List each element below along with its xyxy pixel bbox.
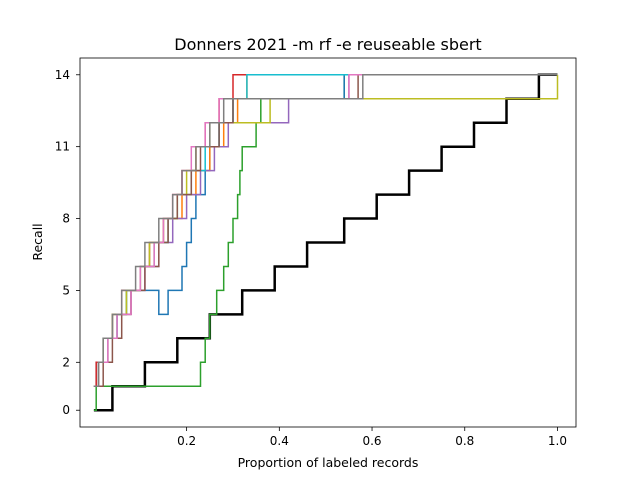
y-axis-label: Recall: [30, 223, 45, 260]
x-tick-label: 0.4: [270, 434, 289, 448]
x-tick-label: 0.2: [177, 434, 196, 448]
x-tick-label: 0.6: [362, 434, 381, 448]
y-tick-label: 2: [62, 355, 70, 369]
y-tick-label: 8: [62, 212, 70, 226]
y-tick-label: 5: [62, 283, 70, 297]
chart-title: Donners 2021 -m rf -e reuseable sbert: [174, 35, 481, 54]
series-layer: [93, 73, 559, 412]
plot-frame: [79, 57, 577, 428]
y-tick-label: 11: [55, 140, 70, 154]
series-line-1: [93, 73, 558, 412]
series-line-2: [93, 74, 558, 411]
y-tick-label: 14: [55, 68, 70, 82]
x-tick-label: 0.8: [455, 434, 474, 448]
x-tick-label: 1.0: [548, 434, 567, 448]
axes-layer: 0.2 0.4 0.6 0.8 1.0 0 2 5 8 11 14: [55, 57, 577, 448]
y-tick-label: 0: [62, 403, 70, 417]
series-line-11: [93, 74, 558, 388]
x-axis-label: Proportion of labeled records: [238, 455, 419, 470]
